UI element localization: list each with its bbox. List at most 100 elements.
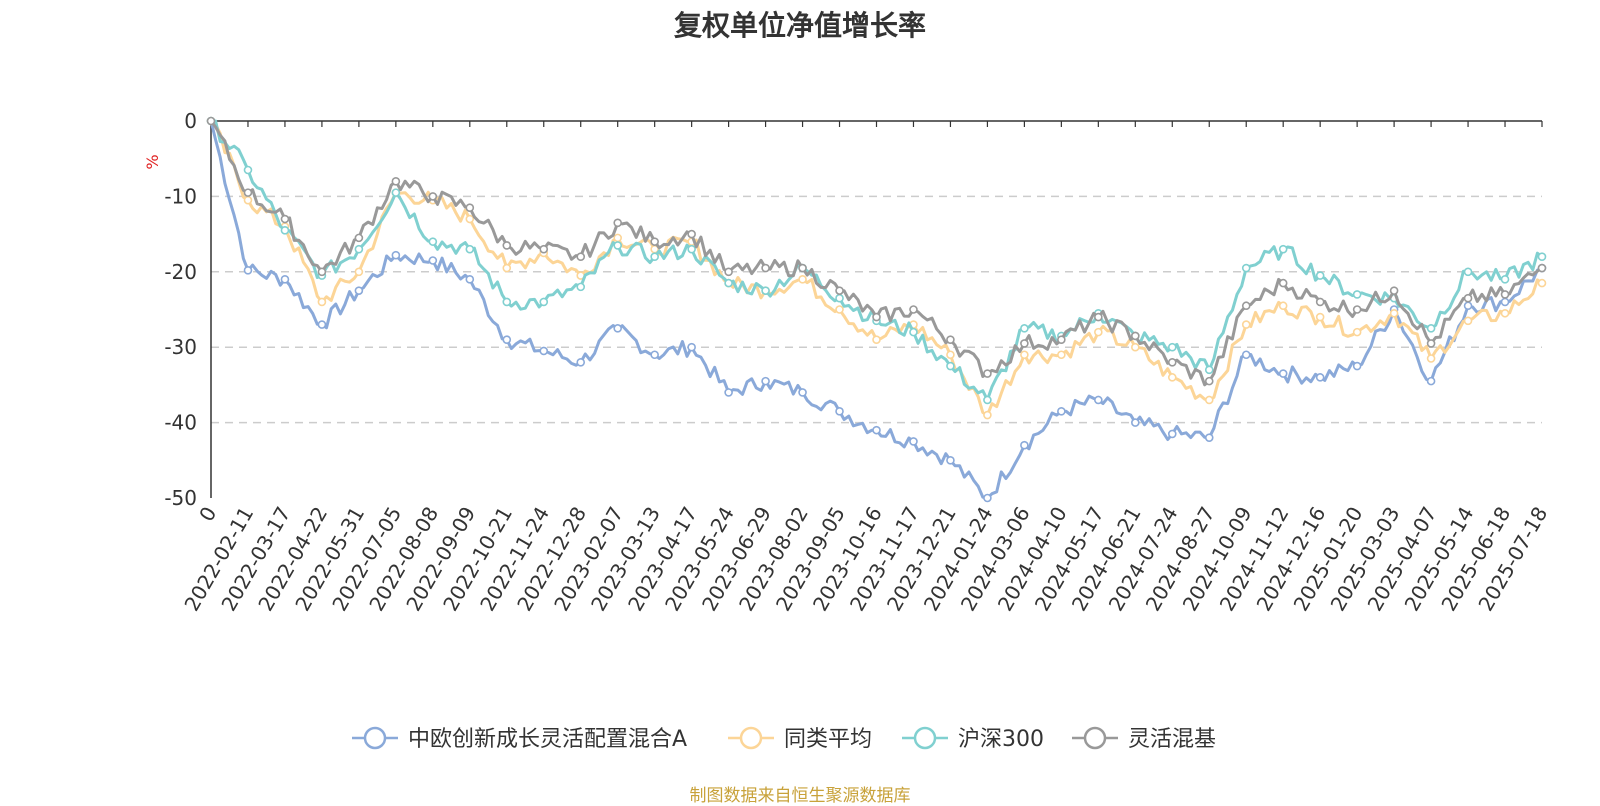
data-point [1426, 324, 1436, 333]
data-point [243, 188, 253, 197]
data-point [280, 226, 290, 235]
y-tick-label: -30 [164, 335, 197, 359]
data-point [1094, 395, 1103, 405]
data-point [539, 297, 549, 307]
data-point [761, 263, 770, 273]
data-point [428, 237, 438, 246]
data-point [687, 342, 696, 352]
grid-layer [211, 195, 1542, 424]
data-point [1352, 361, 1362, 371]
legend-marker-icon [1083, 726, 1107, 750]
data-point [1167, 342, 1177, 352]
data-point [1131, 342, 1140, 352]
data-point [1094, 312, 1103, 322]
legend-item[interactable]: 同类平均 [728, 726, 872, 752]
data-point [724, 278, 733, 288]
data-point [1352, 290, 1362, 299]
y-axis-unit: % [143, 154, 162, 169]
data-point [576, 282, 586, 292]
data-point [1500, 308, 1510, 318]
data-point [1131, 418, 1140, 427]
data-point [1463, 316, 1473, 326]
y-tick-label: -50 [164, 486, 197, 510]
data-point [1537, 252, 1547, 262]
data-point [1463, 301, 1473, 311]
data-point [354, 267, 364, 277]
data-point [1167, 373, 1177, 382]
y-tick-label: 0 [184, 109, 197, 133]
data-point [1020, 440, 1029, 450]
data-point [613, 241, 622, 250]
data-point [613, 324, 622, 333]
y-tick-label: -20 [164, 260, 197, 284]
data-point [650, 252, 659, 262]
data-point [428, 192, 438, 201]
axis-layer: 0-10-20-30-40-5002022-02-112022-03-17202… [164, 109, 1552, 615]
data-point [1241, 320, 1251, 329]
data-point [1389, 286, 1399, 295]
legend[interactable]: 中欧创新成长灵活配置混合A 同类平均 沪深300 灵活混基 [352, 726, 1216, 752]
data-point [1241, 350, 1251, 360]
data-source-note: 制图数据来自恒生聚源数据库 [689, 786, 911, 806]
data-point [1278, 278, 1288, 288]
data-point [243, 165, 253, 175]
data-point [1057, 350, 1066, 360]
data-point [613, 218, 622, 228]
data-point [724, 388, 733, 397]
data-point [983, 493, 992, 503]
chart-title: 复权单位净值增长率 [673, 9, 926, 42]
data-point [1204, 433, 1214, 442]
data-point [835, 286, 844, 295]
data-point [872, 425, 881, 435]
data-point [687, 244, 696, 254]
data-point [835, 305, 844, 314]
x-tick-label: 0 [194, 503, 221, 526]
data-point [206, 116, 216, 126]
legend-item[interactable]: 灵活混基 [1072, 726, 1216, 752]
data-point [1204, 365, 1214, 375]
data-point [761, 286, 770, 295]
legend-item[interactable]: 中欧创新成长灵活配置混合A [352, 726, 687, 752]
data-point [317, 267, 327, 277]
data-point [1315, 373, 1325, 382]
data-point [465, 244, 475, 254]
data-point [983, 410, 992, 420]
data-point [1020, 350, 1029, 360]
y-tick-label: -40 [164, 411, 197, 435]
legend-item[interactable]: 沪深300 [902, 726, 1044, 752]
data-point [1389, 308, 1399, 318]
data-point [1278, 369, 1288, 378]
series-line [209, 120, 1543, 500]
data-point [428, 256, 438, 265]
data-point [1278, 244, 1288, 254]
data-point [1315, 297, 1325, 307]
data-point [650, 237, 659, 246]
y-tick-label: -10 [164, 184, 197, 208]
data-point [502, 335, 512, 344]
data-point [243, 265, 253, 275]
data-point [613, 233, 622, 243]
data-point [1315, 312, 1325, 322]
data-point [576, 357, 586, 367]
legend-label: 灵活混基 [1128, 727, 1216, 752]
data-point [798, 263, 807, 273]
data-point [465, 275, 475, 284]
data-point [1537, 263, 1547, 273]
legend-marker-icon [913, 726, 937, 750]
data-point [1204, 395, 1214, 405]
data-point [391, 250, 401, 260]
data-point [687, 229, 696, 239]
data-point [1463, 293, 1473, 303]
data-point [354, 286, 364, 295]
data-point [576, 252, 586, 262]
data-point [391, 177, 401, 186]
data-point [1167, 429, 1177, 439]
data-point [983, 395, 992, 405]
data-point [539, 346, 549, 356]
data-point [1500, 275, 1510, 284]
data-point [1094, 327, 1103, 337]
data-point [539, 244, 549, 254]
legend-marker-icon [739, 726, 763, 750]
data-point [872, 335, 881, 344]
data-point [1057, 335, 1066, 344]
